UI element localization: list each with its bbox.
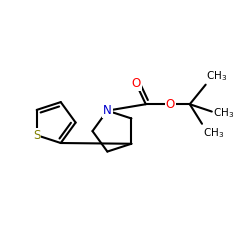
Text: CH$_3$: CH$_3$ xyxy=(203,126,224,140)
Text: O: O xyxy=(132,77,140,90)
Text: S: S xyxy=(33,129,40,142)
Text: CH$_3$: CH$_3$ xyxy=(206,69,228,83)
Text: CH$_3$: CH$_3$ xyxy=(212,106,234,120)
Text: N: N xyxy=(103,104,112,117)
Text: O: O xyxy=(166,98,175,111)
